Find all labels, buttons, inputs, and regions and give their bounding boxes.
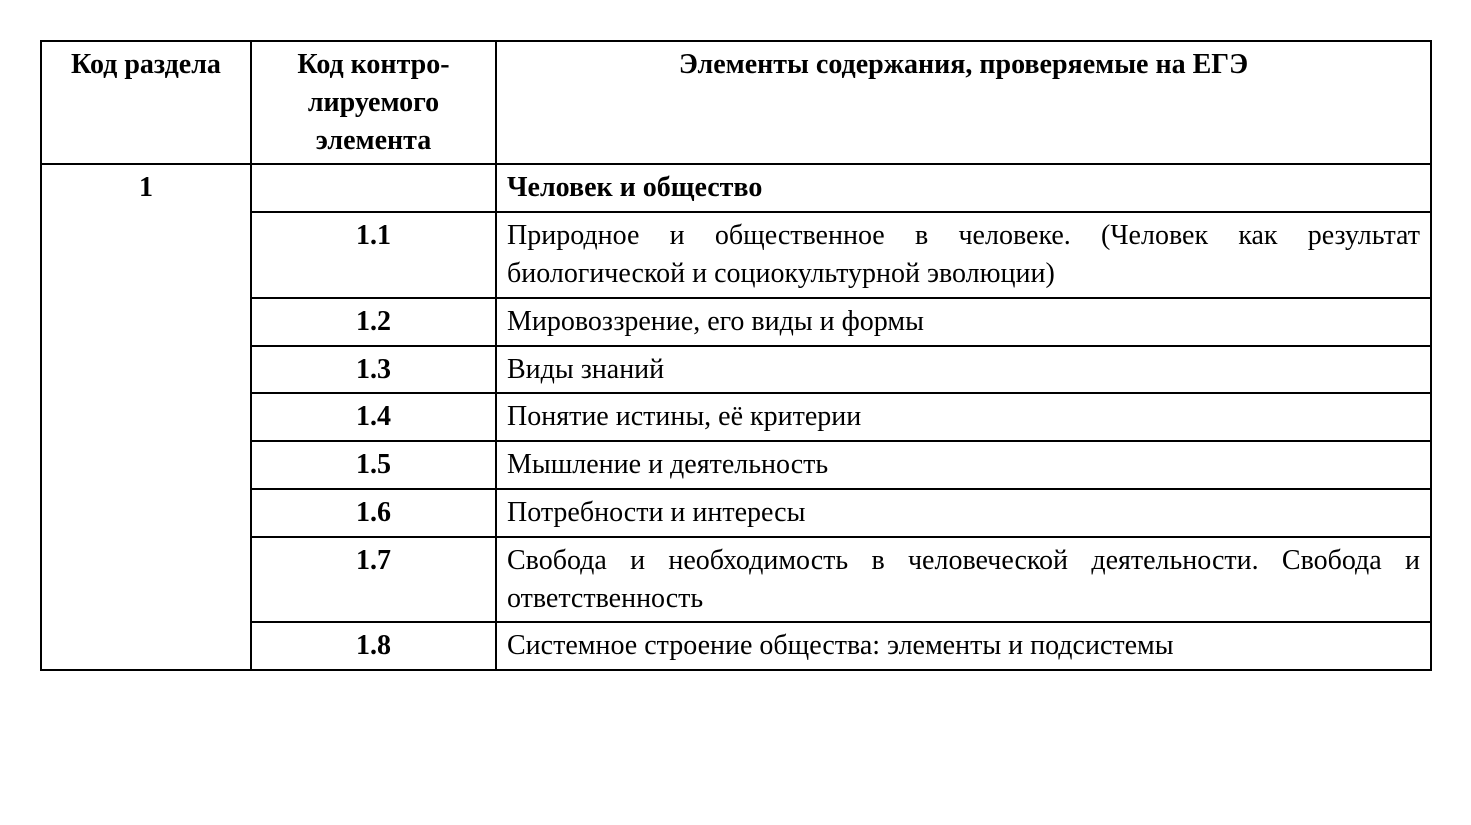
element-code: 1.7 — [251, 537, 496, 623]
header-col2: Код контро­лируемого элемента — [251, 41, 496, 164]
section-code: 1 — [41, 164, 251, 670]
element-code: 1.2 — [251, 298, 496, 346]
element-text: Виды знаний — [496, 346, 1431, 394]
element-code: 1.8 — [251, 622, 496, 670]
element-text: Свобода и необходимость в человеческой д… — [496, 537, 1431, 623]
header-col3: Элементы содержания, проверяемые на ЕГЭ — [496, 41, 1431, 164]
element-text: Мировоззрение, его виды и формы — [496, 298, 1431, 346]
header-col1: Код раздела — [41, 41, 251, 164]
element-code: 1.6 — [251, 489, 496, 537]
element-code: 1.3 — [251, 346, 496, 394]
header-row: Код раздела Код контро­лируемого элемент… — [41, 41, 1431, 164]
element-code: 1.4 — [251, 393, 496, 441]
element-text: Системное строение общества: элементы и … — [496, 622, 1431, 670]
section-row: 1 Человек и общество — [41, 164, 1431, 212]
element-text: Понятие истины, её критерии — [496, 393, 1431, 441]
section-element-code — [251, 164, 496, 212]
element-text: Потребности и интересы — [496, 489, 1431, 537]
element-code: 1.1 — [251, 212, 496, 298]
element-text: Мышление и деятельность — [496, 441, 1431, 489]
element-code: 1.5 — [251, 441, 496, 489]
element-text: Природное и общественное в человеке. (Че… — [496, 212, 1431, 298]
section-title: Человек и общество — [496, 164, 1431, 212]
content-table: Код раздела Код контро­лируемого элемент… — [40, 40, 1432, 671]
